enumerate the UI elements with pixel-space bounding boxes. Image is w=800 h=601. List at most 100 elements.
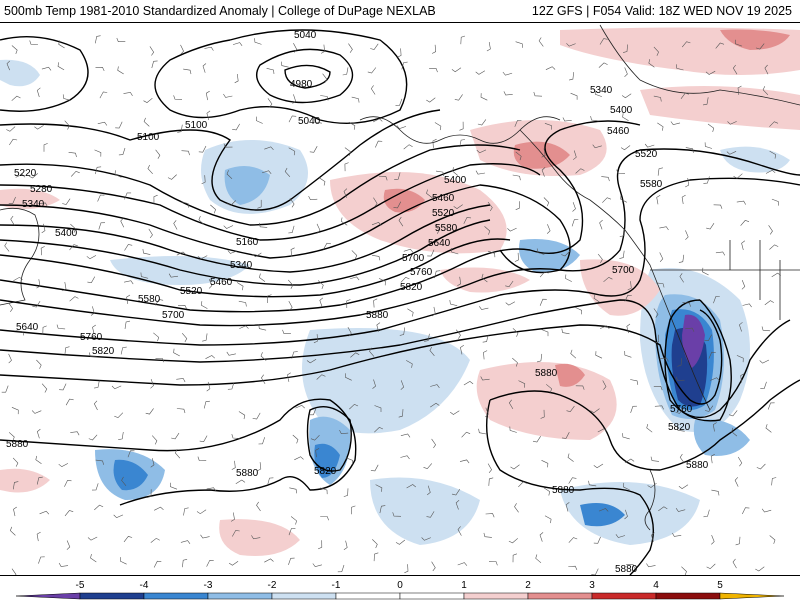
- wind-barb: [575, 307, 582, 315]
- wind-barb: [173, 348, 180, 357]
- wind-barb: [685, 327, 695, 332]
- contour-label-5340: 5340: [22, 199, 45, 210]
- wind-barb: [656, 195, 661, 205]
- wind-barb: [507, 227, 517, 232]
- wind-barb: [704, 405, 714, 412]
- wind-barb: [202, 333, 208, 342]
- wind-barb: [314, 118, 322, 124]
- wind-barb: [123, 536, 133, 543]
- wind-barb: [657, 167, 663, 176]
- wind-barb: [65, 398, 74, 406]
- wind-barb: [598, 508, 609, 512]
- wind-barb: [457, 562, 468, 566]
- wind-barb: [59, 383, 67, 391]
- wind-barb: [181, 333, 188, 343]
- wind-barb: [539, 532, 544, 542]
- wind-barb: [769, 535, 776, 544]
- model-valid-time: 12Z GFS | F054 Valid: 18Z WED NOV 19 202…: [531, 4, 792, 18]
- wind-barb: [267, 98, 273, 108]
- wind-barb: [287, 279, 294, 289]
- wind-barb: [508, 399, 514, 410]
- wind-barb: [565, 502, 570, 512]
- wind-barb: [434, 224, 440, 234]
- wind-barb: [423, 463, 433, 470]
- wind-barb: [622, 433, 630, 440]
- wind-barb: [350, 352, 360, 358]
- wind-barb: [453, 204, 463, 209]
- wind-barb: [66, 540, 71, 550]
- wind-barb: [514, 252, 519, 262]
- wind-barb: [264, 558, 274, 563]
- wind-barb: [429, 346, 435, 356]
- wind-barb: [239, 325, 249, 329]
- wind-barb: [309, 146, 318, 153]
- wind-barb: [742, 303, 752, 308]
- wind-barb: [672, 532, 682, 537]
- wind-barb: [11, 45, 18, 55]
- wind-barb: [173, 95, 183, 100]
- wind-barb: [98, 222, 106, 230]
- wind-barb: [174, 449, 181, 459]
- wind-barb: [11, 95, 21, 101]
- wind-barb: [602, 380, 607, 390]
- wind-barb: [347, 326, 352, 337]
- wind-barb: [590, 116, 599, 122]
- wind-barb: [90, 306, 95, 316]
- wind-barb: [351, 96, 360, 103]
- wind-barb: [451, 489, 461, 496]
- wind-barb: [427, 485, 431, 496]
- wind-barb: [590, 408, 600, 414]
- wind-barb: [400, 276, 410, 283]
- contour-label-5880f: 5880: [6, 439, 29, 450]
- contour-label-5880d: 5880: [552, 485, 575, 496]
- contour-label-5100: 5100: [185, 120, 208, 131]
- wind-barb: [94, 149, 102, 157]
- legend-tick-label: 0: [397, 580, 403, 591]
- wind-barb: [502, 71, 513, 76]
- wind-barb: [205, 355, 216, 359]
- contour-label-5880b: 5880: [535, 368, 558, 379]
- wind-barb: [546, 224, 551, 234]
- wind-barb: [223, 143, 233, 148]
- wind-barb: [227, 250, 238, 254]
- wind-barb: [711, 534, 715, 545]
- wind-barb: [64, 510, 74, 517]
- wind-barb: [56, 324, 66, 330]
- wind-barb: [367, 67, 377, 74]
- legend-tick-label: 3: [589, 580, 595, 591]
- wind-barb: [256, 501, 261, 512]
- wind-barb: [226, 200, 237, 206]
- wind-barb: [626, 323, 631, 334]
- wind-barb: [346, 299, 351, 309]
- wind-barb: [759, 359, 770, 364]
- wind-barb: [451, 67, 462, 73]
- wind-barb: [41, 223, 46, 234]
- wind-barb: [395, 539, 406, 545]
- wind-barb: [732, 64, 738, 75]
- wind-barb: [176, 378, 186, 383]
- wind-barb: [91, 483, 99, 491]
- wind-barb: [480, 376, 490, 381]
- wind-barb: [756, 463, 766, 470]
- contour-label-5880: 5880: [366, 310, 389, 321]
- wind-barb: [312, 563, 322, 568]
- wind-barb: [737, 85, 742, 95]
- wind-barb: [86, 255, 97, 260]
- wind-barb: [261, 374, 266, 385]
- wind-barb: [601, 176, 610, 182]
- legend-tick-label: -2: [268, 580, 277, 591]
- wind-barb: [114, 412, 124, 419]
- wind-barb: [199, 435, 208, 443]
- wind-barb: [729, 410, 738, 417]
- wind-barb: [680, 92, 690, 99]
- wind-barb: [293, 43, 298, 53]
- wind-barb: [345, 457, 353, 465]
- wind-barb: [678, 254, 685, 263]
- wind-barb: [565, 274, 572, 282]
- wind-barb: [320, 516, 329, 521]
- wind-barb: [15, 174, 26, 178]
- wind-barb: [710, 377, 720, 381]
- wind-barb: [477, 119, 487, 126]
- wind-barb: [183, 68, 192, 75]
